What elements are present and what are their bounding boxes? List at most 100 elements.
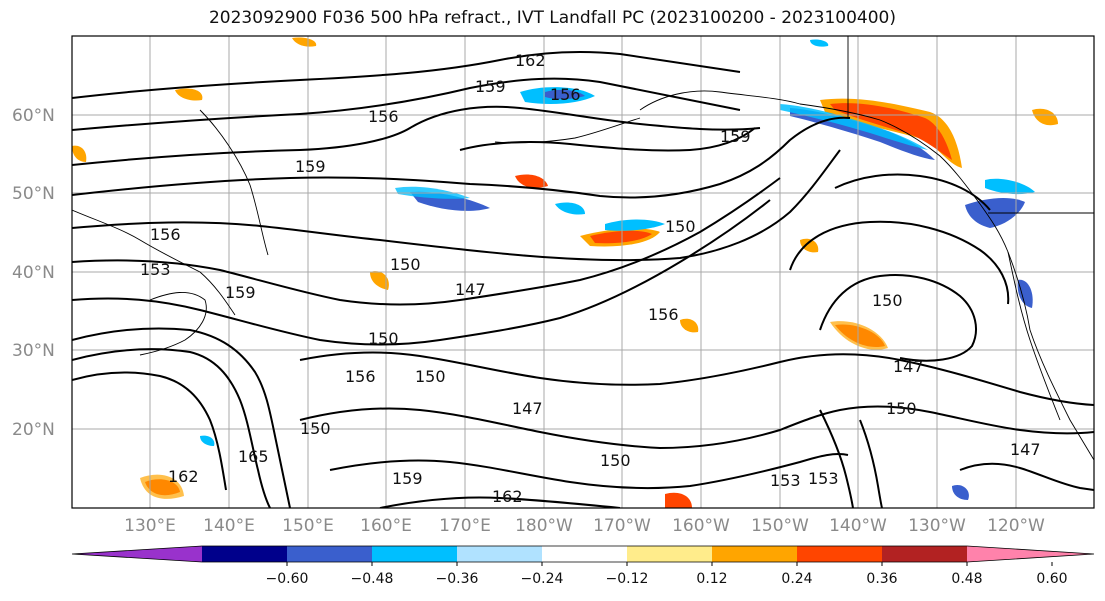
lat-label: 50°N [12, 184, 55, 204]
lon-label: 140°W [829, 516, 887, 536]
lon-label: 130°W [908, 516, 966, 536]
contour-line [329, 452, 849, 490]
lat-label: 30°N [12, 341, 55, 361]
latitude-labels: 60°N 50°N 40°N 30°N 20°N [12, 106, 55, 440]
contour-label: 162 [492, 487, 523, 506]
colorbar-segment [627, 546, 712, 562]
colorbar-outline [71, 545, 1095, 563]
lat-label: 60°N [12, 106, 55, 126]
contour-label: 159 [720, 127, 751, 146]
contour-label: 153 [808, 469, 839, 488]
positive-anomaly-patch [590, 230, 652, 244]
lon-label: 160°E [360, 516, 412, 536]
positive-anomaly-patch [72, 145, 87, 162]
contour-label: 162 [515, 51, 546, 70]
contour-line [379, 496, 621, 508]
positive-anomaly-patch [292, 37, 317, 47]
contour-label: 147 [893, 357, 924, 376]
colorbar [71, 545, 1095, 563]
contour-line [72, 327, 291, 508]
positive-anomaly-patch [1032, 108, 1058, 126]
lon-label: 130°E [124, 516, 176, 536]
contour-label: 150 [872, 291, 903, 310]
contour-line [72, 149, 841, 262]
colorbar-tick-label: −0.24 [521, 571, 564, 587]
colorbar-segment [797, 546, 882, 562]
negative-anomaly-patch [985, 178, 1035, 195]
positive-anomaly-patch [800, 238, 819, 253]
contour-label: 150 [886, 399, 917, 418]
positive-anomaly-patch [515, 174, 548, 188]
colorbar-segment [372, 546, 457, 562]
lon-label: 170°E [439, 516, 491, 536]
negative-anomaly-patch [545, 89, 585, 100]
colorbar-tick-label: −0.60 [266, 571, 309, 587]
negative-anomaly-patch [555, 202, 585, 215]
contour-label: 150 [665, 217, 696, 236]
contour-label: 159 [225, 283, 256, 302]
contour-label: 156 [550, 85, 581, 104]
contour-label: 156 [150, 225, 181, 244]
contour-label: 165 [238, 447, 269, 466]
lat-label: 40°N [12, 263, 55, 283]
contour-label: 153 [140, 260, 171, 279]
colorbar-segment [967, 546, 1094, 562]
west-coast-us [1007, 251, 1061, 421]
contour-line [819, 274, 977, 362]
positive-anomaly-patch [140, 474, 184, 499]
contour-line [72, 348, 271, 508]
contour-line [72, 177, 781, 306]
contour-label: 162 [168, 467, 199, 486]
longitude-labels: 130°E 140°E 150°E 160°E 170°E 180°W 170°… [124, 516, 1045, 536]
contour-label: 156 [368, 107, 399, 126]
colorbar-tick-label: −0.12 [606, 571, 649, 587]
negative-anomaly-patch [810, 39, 829, 47]
negative-anomaly-patch [200, 435, 215, 446]
contour-label: 147 [1010, 440, 1041, 459]
lon-label: 160°W [672, 516, 730, 536]
negative-anomaly-patch [605, 219, 665, 231]
positive-anomaly-patch [830, 321, 888, 350]
contour-label: 147 [455, 280, 486, 299]
contour-label: 150 [368, 329, 399, 348]
colorbar-segment [712, 546, 797, 562]
contour-line [72, 51, 741, 99]
contour-label: 156 [345, 367, 376, 386]
positive-anomaly-patch [830, 103, 952, 160]
contour-label: 150 [600, 451, 631, 470]
colorbar-ticks: −0.60 −0.48 −0.36 −0.24 −0.12 0.12 0.24 0.36 0.4… [266, 562, 1068, 587]
contour-label: 159 [392, 469, 423, 488]
contour-label: 153 [770, 471, 801, 490]
lon-label: 180°W [515, 516, 573, 536]
contour-line [834, 173, 991, 211]
contour-line [959, 462, 1094, 491]
contour-line [819, 409, 854, 508]
contour-label: 147 [512, 399, 543, 418]
positive-anomaly-patch [175, 88, 203, 101]
positive-anomaly-patch [665, 492, 692, 508]
contour-label-layer: 162 159 156 156 159 159 156 153 150 159 … [140, 51, 1041, 506]
colorbar-tick-label: 0.48 [951, 571, 982, 587]
contour-label: 159 [295, 157, 326, 176]
contour-line [72, 116, 851, 199]
colorbar-tick-label: 0.24 [781, 571, 812, 587]
colorbar-tick-label: −0.36 [436, 571, 479, 587]
lon-label: 150°W [751, 516, 809, 536]
colorbar-segment [287, 546, 372, 562]
contour-line [299, 351, 1094, 406]
negative-anomaly-patch [1017, 279, 1033, 308]
colorbar-tick-label: 0.60 [1036, 571, 1067, 587]
contour-line [299, 405, 1094, 450]
lon-label: 170°W [593, 516, 651, 536]
lon-label: 150°E [282, 516, 334, 536]
contour-label: 156 [648, 305, 679, 324]
contour-label: 150 [415, 367, 446, 386]
contour-line [789, 220, 1010, 305]
colorbar-segment [882, 546, 967, 562]
contour-line [72, 105, 761, 166]
contour-line [459, 127, 756, 152]
map-frame [71, 35, 1095, 509]
colorbar-tick-label: 0.36 [866, 571, 897, 587]
colorbar-tick-label: 0.12 [696, 571, 727, 587]
colorbar-segment [542, 546, 627, 562]
